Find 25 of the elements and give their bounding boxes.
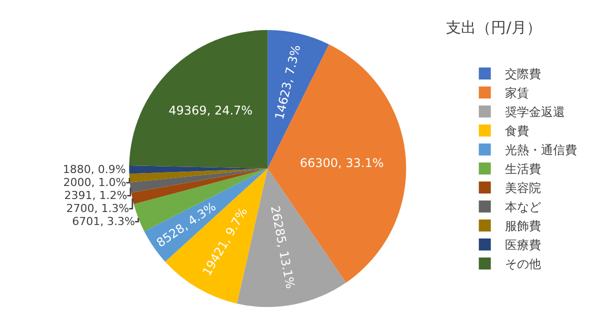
data-label: 14623, 7.3% [272, 43, 304, 121]
data-label: 66300, 33.1% [300, 156, 384, 170]
legend-label: 美容院 [504, 181, 541, 196]
pie-slice [129, 30, 268, 168]
data-label: 26285, 13.1% [268, 204, 298, 290]
data-label: 2391, 1.2% [64, 189, 128, 202]
chart-title: 支出（円/月） [446, 18, 542, 37]
legend-label: 食費 [504, 124, 529, 138]
data-label: 49369, 24.7% [168, 103, 253, 118]
legend-label: 奨学金返還 [504, 105, 565, 120]
legend-label: 交際費 [504, 67, 541, 82]
data-label: 6701, 3.3% [72, 215, 136, 228]
legend-label: 服飾費 [504, 219, 541, 234]
pie-slice [129, 168, 268, 182]
pie-slice [131, 168, 268, 204]
data-label: 1880, 0.9% [62, 163, 126, 176]
data-label: 2700, 1.3% [66, 202, 130, 216]
data-label: 2000, 1.0% [63, 176, 126, 190]
legend-label: 医療費 [504, 238, 541, 252]
legend-label: 生活費 [504, 162, 541, 176]
pie-slice [130, 168, 268, 193]
legend-label: 本など [504, 200, 541, 214]
legend-label: 光熱・通信費 [504, 143, 577, 158]
legend-label: 家賃 [504, 86, 529, 100]
legend-label: その他 [504, 257, 541, 272]
